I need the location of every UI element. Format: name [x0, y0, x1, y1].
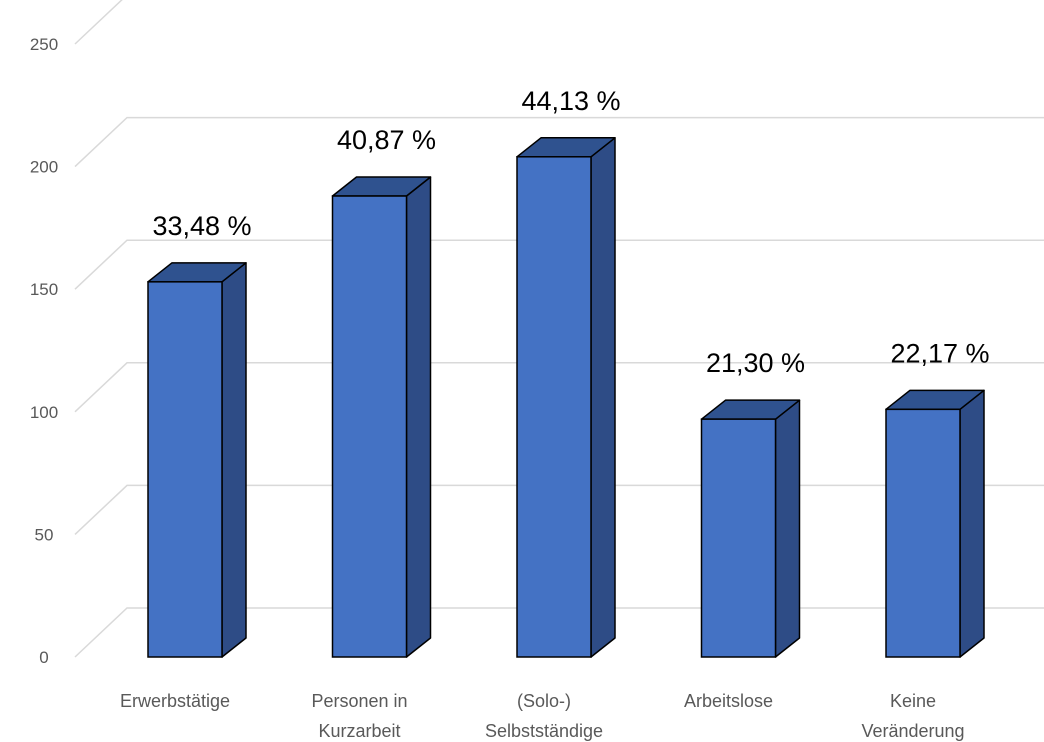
x-tick-label: (Solo-) Selbstständige	[485, 691, 603, 741]
y-tick-label: 100	[30, 403, 58, 422]
bar	[516, 137, 616, 658]
x-tick-label: Arbeitslose	[684, 691, 773, 711]
gridline	[74, 0, 123, 45]
gridline	[74, 239, 1044, 290]
x-axis-ticks: Erwerbstätige Personen in Kurzarbeit (Solo-…	[120, 691, 965, 741]
y-tick-label: 200	[30, 158, 58, 177]
y-tick-label: 0	[39, 648, 48, 667]
data-label: 22,17 %	[890, 338, 989, 368]
gridline	[74, 116, 1044, 168]
bar	[147, 262, 247, 658]
x-tick-label: Keine Veränderung	[861, 691, 964, 741]
bar	[331, 176, 432, 658]
data-label: 44,13 %	[521, 86, 620, 116]
y-tick-label: 250	[30, 35, 58, 54]
y-tick-label: 150	[30, 280, 58, 299]
bar	[885, 389, 985, 658]
data-label: 33,48 %	[152, 211, 251, 241]
bar	[700, 399, 801, 658]
data-labels: 33,48 % 40,87 % 44,13 % 21,30 % 22,17 %	[152, 86, 989, 378]
data-label: 40,87 %	[337, 125, 436, 155]
data-label: 21,30 %	[706, 348, 805, 378]
x-tick-label: Personen in Kurzarbeit	[311, 691, 407, 741]
x-tick-label: Erwerbstätige	[120, 691, 230, 711]
y-axis-ticks: 0 50 100 150 200 250	[30, 35, 58, 667]
gridline	[74, 362, 1044, 413]
bars	[147, 137, 985, 658]
y-tick-label: 50	[35, 525, 54, 544]
